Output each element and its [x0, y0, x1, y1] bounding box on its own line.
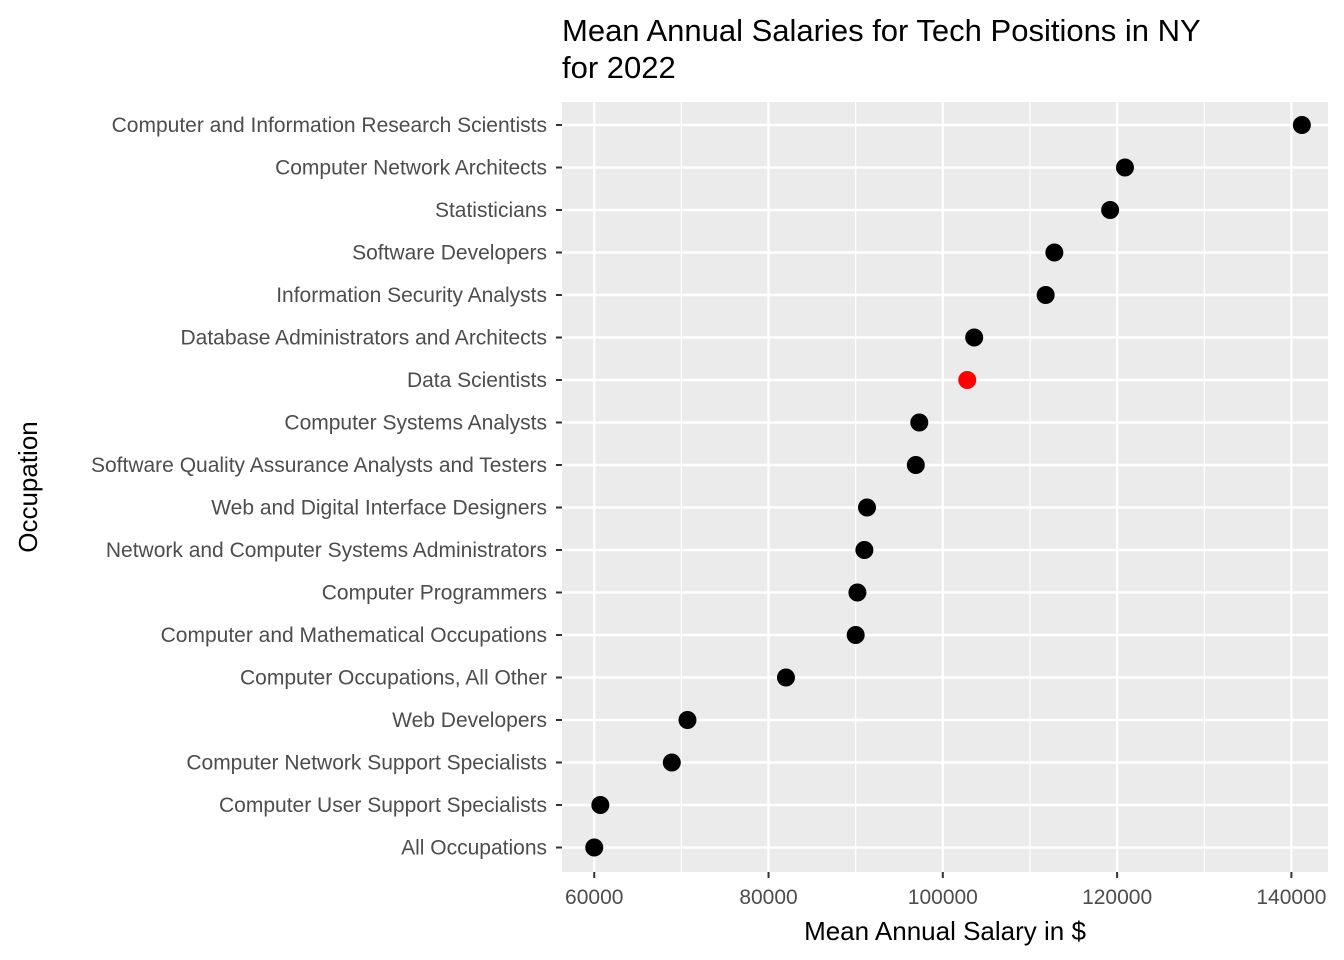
- data-point: [662, 753, 681, 772]
- y-tick-label: Computer Network Support Specialists: [186, 752, 547, 775]
- y-tick-label: Computer Network Architects: [275, 157, 547, 180]
- y-tick-label: Computer Occupations, All Other: [240, 667, 547, 690]
- y-tick-label: Information Security Analysts: [276, 284, 547, 307]
- data-point: [910, 413, 929, 432]
- data-point: [1292, 116, 1311, 134]
- y-tick-label: All Occupations: [401, 837, 547, 860]
- y-tick-label: Statisticians: [435, 199, 547, 222]
- x-axis-title: Mean Annual Salary in $: [804, 916, 1086, 946]
- data-point: [846, 626, 865, 644]
- data-point: [906, 456, 925, 474]
- data-point-highlighted: [958, 371, 977, 389]
- data-point: [1045, 243, 1064, 262]
- data-point: [776, 668, 795, 687]
- x-tick-labels: 60000 80000 100000 120000 140000: [565, 886, 1326, 909]
- x-tick-label: 80000: [739, 886, 797, 909]
- grid-lines: [562, 102, 1328, 872]
- y-tick-label: Web and Digital Interface Designers: [211, 497, 547, 520]
- data-points: [585, 116, 1311, 857]
- y-tick-label: Software Developers: [352, 242, 547, 265]
- y-axis-title: Occupation: [13, 421, 43, 553]
- data-point: [591, 796, 610, 814]
- data-point: [1101, 201, 1120, 219]
- y-tick-label: Network and Computer Systems Administrat…: [106, 539, 547, 562]
- chart-title-line-1: Mean Annual Salaries for Tech Positions …: [562, 13, 1201, 48]
- data-point: [585, 838, 604, 857]
- y-tick-label: Database Administrators and Architects: [180, 327, 547, 350]
- x-tick-label: 100000: [908, 886, 978, 909]
- axis-ticks: [556, 124, 1293, 878]
- x-tick-label: 120000: [1082, 886, 1152, 909]
- y-tick-label: Computer Systems Analysts: [284, 412, 547, 435]
- data-point: [855, 541, 874, 559]
- plot-panel: [562, 102, 1328, 872]
- data-point: [848, 583, 867, 602]
- y-tick-label: Data Scientists: [407, 369, 547, 392]
- y-tick-label: Software Quality Assurance Analysts and …: [91, 454, 547, 477]
- data-point: [858, 498, 877, 517]
- y-tick-label: Computer Programmers: [322, 582, 547, 605]
- chart-title-line-2: for 2022: [562, 50, 676, 85]
- y-tick-label: Computer User Support Specialists: [219, 794, 547, 817]
- y-tick-label: Web Developers: [392, 709, 547, 732]
- y-tick-label: Computer and Information Research Scient…: [112, 114, 547, 137]
- data-point: [965, 328, 984, 347]
- data-point: [678, 711, 697, 729]
- data-point: [1036, 286, 1055, 304]
- y-tick-labels: All Occupations Computer User Support Spe…: [91, 114, 547, 860]
- data-point: [1115, 158, 1134, 177]
- x-tick-label: 140000: [1256, 886, 1326, 909]
- x-tick-label: 60000: [565, 886, 623, 909]
- y-tick-label: Computer and Mathematical Occupations: [161, 624, 547, 647]
